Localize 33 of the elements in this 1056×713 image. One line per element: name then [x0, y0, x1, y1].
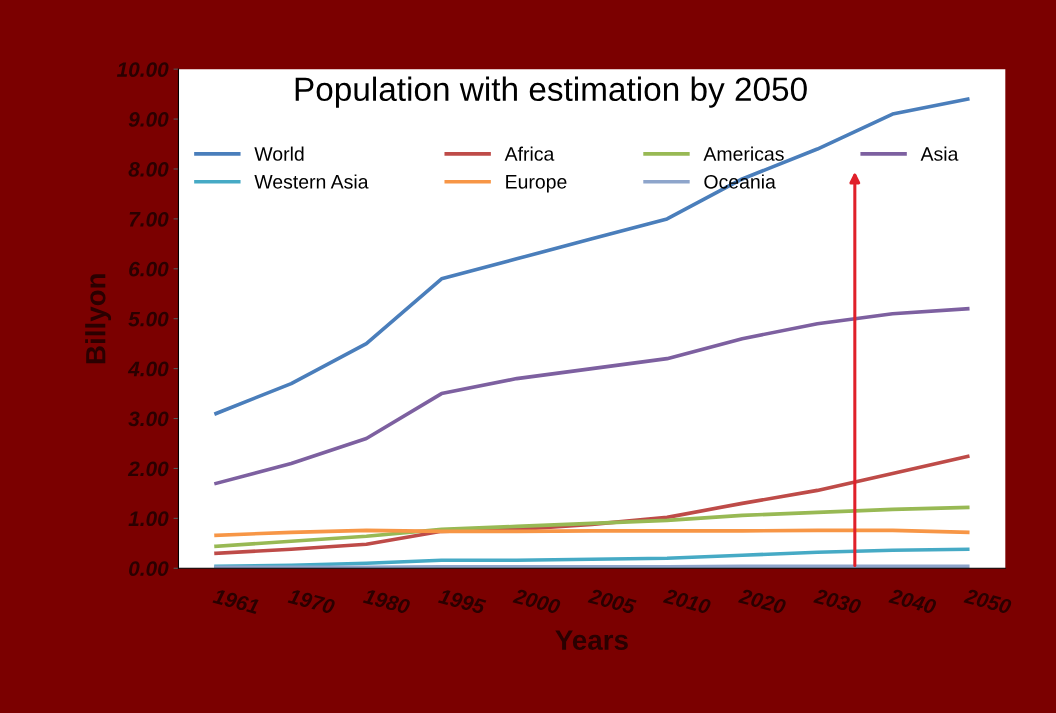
y-tick-label: 10.00 — [116, 62, 169, 77]
y-tick-label: 6.00 — [129, 261, 169, 277]
x-tick-label: 2050 — [963, 588, 1013, 615]
y-axis-title: Billyon — [85, 274, 112, 364]
y-tick-label: 0.00 — [129, 561, 169, 577]
y-tick-label: 3.00 — [128, 411, 169, 427]
x-tick-label: 2030 — [813, 588, 862, 615]
y-tick-label: 2.00 — [127, 461, 169, 477]
x-tick-label: 1995 — [437, 588, 487, 615]
x-tick-label: 2020 — [737, 588, 787, 615]
line-series — [214, 306, 970, 486]
y-tick-label: 4.00 — [127, 361, 169, 377]
y-tick-label: 9.00 — [128, 112, 169, 127]
legend-label: World — [254, 146, 304, 161]
legend-label: Africa — [504, 146, 555, 161]
y-tick-label: 7.00 — [129, 211, 169, 227]
x-tick-label: 1970 — [287, 588, 336, 615]
legend-label: Asia — [920, 146, 959, 161]
legend-label: Americas — [703, 146, 784, 161]
y-tick-label: 8.00 — [128, 161, 169, 177]
x-tick-label: 1980 — [362, 588, 411, 615]
x-tick-label: 2040 — [888, 588, 937, 615]
y-tick-label: 1.00 — [128, 511, 169, 527]
legend-label: Europe — [506, 175, 567, 193]
line-series — [214, 505, 970, 549]
x-tick-label: 2005 — [587, 588, 637, 615]
chart-title: Population with estimation by 2050 — [295, 76, 807, 108]
x-tick-label: 2010 — [662, 588, 712, 615]
x-tick-label: 1961 — [212, 588, 260, 615]
y-tick-label: 5.00 — [128, 311, 169, 327]
x-tick-label: 2000 — [512, 588, 562, 615]
x-axis-title: Years — [555, 630, 628, 650]
legend-label: Western Asia — [254, 174, 369, 189]
